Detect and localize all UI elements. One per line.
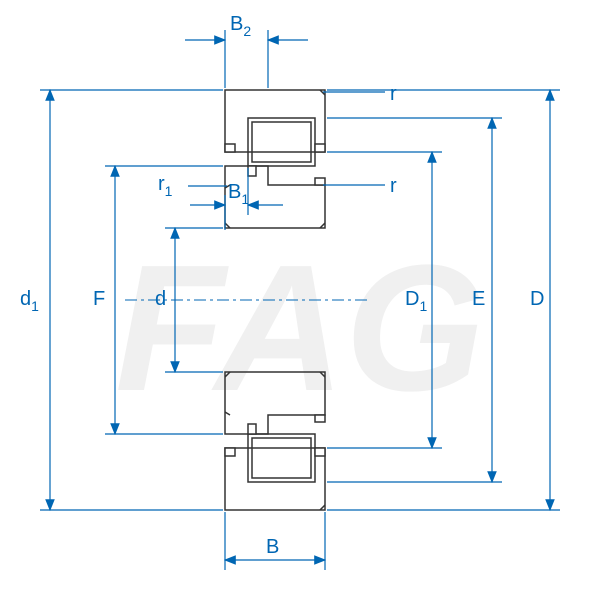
- dim-B: B: [225, 512, 325, 570]
- svg-text:d: d: [155, 288, 166, 310]
- svg-text:B2: B2: [230, 13, 251, 39]
- dim-r-outer: r: [323, 83, 397, 105]
- svg-text:d1: d1: [20, 288, 39, 314]
- svg-text:r: r: [390, 83, 397, 105]
- svg-text:E: E: [472, 288, 485, 310]
- dim-B2: B2: [185, 13, 308, 88]
- svg-text:F: F: [93, 288, 105, 310]
- svg-text:B1: B1: [228, 181, 249, 207]
- dim-B1: B1: [190, 168, 283, 230]
- svg-text:D: D: [530, 288, 544, 310]
- dim-r-inner: r: [323, 175, 397, 197]
- dim-r1: r1: [158, 173, 227, 199]
- bearing-diagram: FAG: [0, 0, 600, 600]
- upper-section: [225, 90, 325, 228]
- svg-text:B: B: [266, 536, 279, 558]
- svg-text:r: r: [390, 175, 397, 197]
- watermark: FAG: [115, 228, 485, 429]
- svg-text:r1: r1: [158, 173, 173, 199]
